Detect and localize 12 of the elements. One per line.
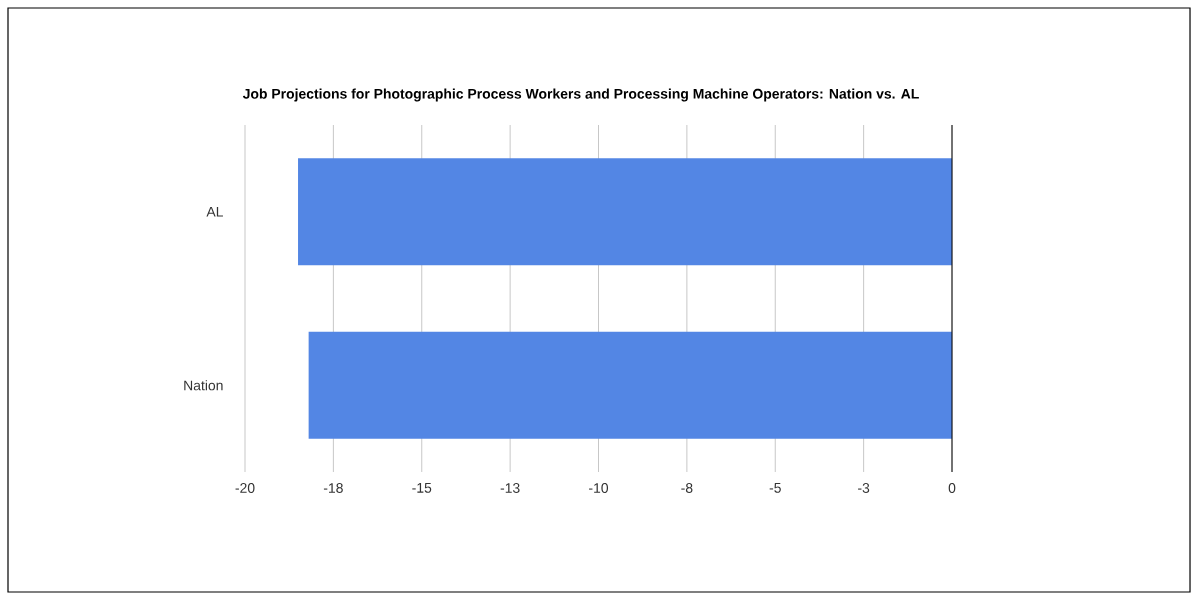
x-tick-label: -8 (681, 483, 693, 493)
x-tick-label: -18 (323, 483, 343, 493)
y-tick-label: AL (206, 206, 223, 217)
chart-title: Job Projections for Photographic Process Workers and Processing Machine Operators: Nation vs. AL (242, 88, 919, 102)
x-tick-label: -10 (589, 483, 609, 493)
x-tick-label: -3 (858, 483, 870, 493)
y-tick-label: Nation (184, 380, 223, 391)
x-tick-label: -15 (412, 483, 432, 493)
x-tick-label: 0 (948, 483, 956, 493)
x-tick-label: -20 (235, 483, 255, 493)
x-tick-label: -13 (500, 483, 520, 493)
x-tick-label: -5 (769, 483, 781, 493)
